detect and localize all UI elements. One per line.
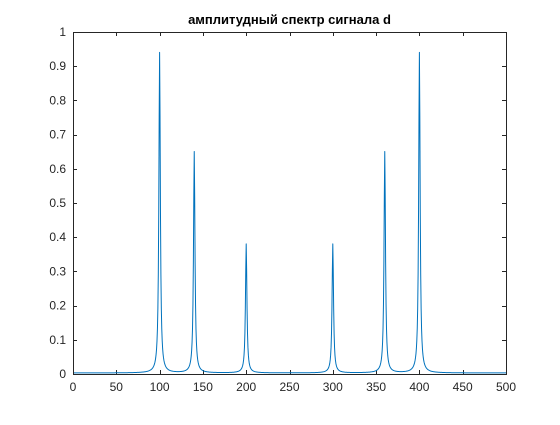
y-tick-label: 0.9 bbox=[49, 59, 66, 73]
y-tick-label: 0.4 bbox=[49, 230, 66, 244]
y-tick-label: 0.1 bbox=[49, 333, 66, 347]
x-axis-ticks: 0 50 100 150 200 250 300 350 400 450 500 bbox=[70, 32, 516, 394]
y-axis-ticks: 0 0.1 0.2 0.3 0.4 0.5 0.6 0.7 0.8 0.9 1 bbox=[49, 25, 506, 381]
y-tick-label: 1 bbox=[59, 25, 66, 39]
axes-box bbox=[73, 32, 507, 375]
x-tick-label: 450 bbox=[453, 380, 473, 394]
spectrum-line bbox=[72, 51, 507, 374]
y-tick-label: 0.8 bbox=[49, 93, 66, 107]
x-tick-label: 0 bbox=[70, 380, 77, 394]
y-tick-label: 0.6 bbox=[49, 162, 66, 176]
chart-title: амплитудный спектр сигнала d bbox=[188, 12, 391, 27]
x-tick-label: 300 bbox=[323, 380, 343, 394]
axes-background bbox=[73, 32, 506, 374]
y-tick-label: 0.5 bbox=[49, 196, 66, 210]
y-tick-label: 0.2 bbox=[49, 299, 66, 313]
series-group bbox=[72, 51, 507, 374]
x-tick-label: 50 bbox=[110, 380, 124, 394]
x-tick-label: 250 bbox=[279, 380, 299, 394]
x-tick-label: 100 bbox=[150, 380, 170, 394]
x-tick-label: 200 bbox=[236, 380, 256, 394]
x-tick-label: 350 bbox=[366, 380, 386, 394]
x-tick-label: 500 bbox=[496, 380, 516, 394]
x-tick-label: 400 bbox=[409, 380, 429, 394]
y-tick-label: 0 bbox=[59, 367, 66, 381]
x-tick-label: 150 bbox=[193, 380, 213, 394]
y-tick-label: 0.3 bbox=[49, 264, 66, 278]
y-tick-label: 0.7 bbox=[49, 128, 66, 142]
